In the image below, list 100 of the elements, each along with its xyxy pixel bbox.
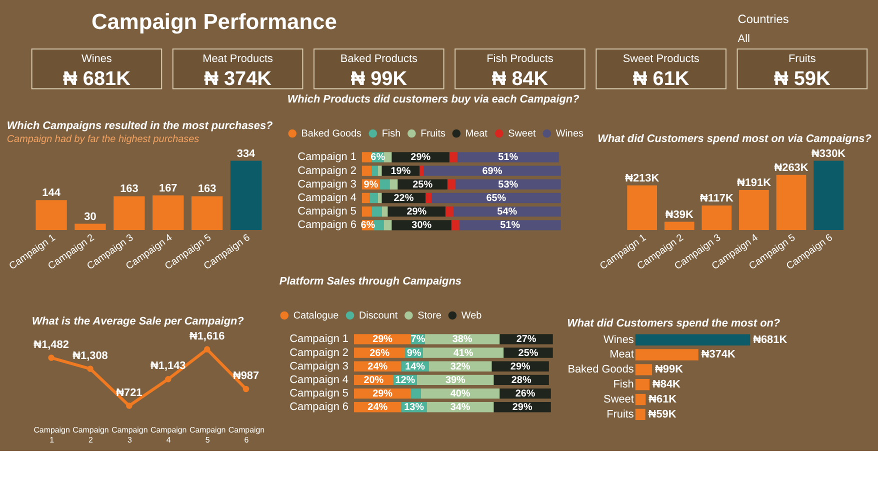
chart-title: Which Campaigns resulted in the most purchases? — [6, 120, 274, 132]
legend-label: Catalogue — [293, 310, 340, 322]
data-label: 51% — [498, 152, 518, 164]
data-label: ₦99K — [655, 364, 684, 376]
bar — [453, 206, 561, 217]
data-label: 26% — [515, 388, 536, 400]
data-label: 29% — [410, 152, 431, 164]
data-label: 40% — [450, 388, 470, 400]
data-label: 53% — [498, 179, 518, 190]
bar — [372, 206, 382, 217]
bar — [420, 166, 424, 176]
data-label: 25% — [518, 348, 538, 359]
data-label: 163 — [198, 183, 216, 196]
legend-label: Store — [418, 310, 442, 322]
data-label: 167 — [159, 182, 178, 194]
bar — [390, 179, 398, 190]
bar — [411, 388, 421, 399]
bar — [702, 205, 732, 230]
category-label: Meat Products — [202, 52, 274, 65]
data-label: 144 — [42, 187, 62, 200]
data-label: 22% — [394, 192, 414, 204]
data-label: 32% — [450, 361, 470, 372]
data-label: 14% — [405, 361, 426, 372]
y-tick-label: Wines — [604, 334, 634, 346]
data-label: ₦681K — [753, 334, 788, 346]
bar — [635, 408, 646, 420]
bar — [635, 349, 698, 360]
data-label: 34% — [450, 402, 470, 414]
data-label: ₦191K — [736, 176, 772, 189]
y-tick-label: Campaign 5 — [298, 206, 356, 218]
data-label: 38% — [452, 334, 472, 346]
text: All — [738, 33, 750, 46]
bar — [36, 200, 67, 230]
bar — [776, 174, 806, 230]
text: Campaign Performance — [91, 9, 337, 34]
text: ₦ 374K — [204, 68, 272, 90]
data-label: 9% — [406, 348, 422, 359]
y-tick-label: Campaign 6 — [298, 219, 356, 232]
text: Countries — [738, 12, 789, 26]
data-label: 19% — [390, 166, 411, 177]
data-label: ₦59K — [648, 408, 676, 420]
data-label: 54% — [497, 206, 518, 218]
data-label: 30% — [412, 220, 432, 232]
y-tick-label: Campaign 4 — [290, 374, 349, 386]
bar — [362, 192, 370, 204]
data-label: 29% — [510, 361, 530, 372]
data-label: 28% — [511, 374, 532, 386]
data-label: 9% — [364, 179, 378, 190]
bar — [374, 220, 384, 230]
bar — [424, 166, 561, 176]
category-label: Baked Products — [340, 52, 418, 65]
data-label: 39% — [445, 374, 466, 386]
data-label: 30 — [84, 210, 96, 223]
data-label: 13% — [404, 402, 424, 414]
bar — [635, 394, 646, 406]
data-label: 29% — [406, 206, 427, 218]
data-label: 69% — [482, 166, 502, 177]
bar — [432, 192, 561, 204]
category-label: Fruits — [788, 52, 816, 65]
point — [242, 386, 250, 392]
data-label: 334 — [236, 148, 256, 160]
bar — [635, 364, 652, 376]
x-tick-label: Campaign 5 — [189, 425, 226, 444]
x-tick-label: Campaign 2 — [72, 425, 109, 444]
y-tick-label: Campaign 1 — [298, 151, 356, 164]
bar — [191, 196, 223, 230]
bar — [384, 152, 392, 162]
chart-title: Platform Sales through Campaigns — [279, 276, 462, 288]
bar — [635, 379, 650, 390]
point — [164, 376, 172, 382]
bar — [457, 152, 559, 162]
text: ₦ 99K — [350, 68, 408, 90]
bar — [635, 334, 750, 346]
data-label: ₦39K — [665, 208, 694, 221]
legend-label: Web — [461, 310, 482, 322]
legend-label: Discount — [358, 310, 398, 322]
data-label: 29% — [372, 334, 393, 346]
y-tick-label: Fish — [613, 378, 634, 391]
bar — [447, 179, 456, 190]
data-label: 24% — [368, 361, 388, 372]
chart-title: Which Products did customers buy via each Campaign? — [287, 94, 580, 106]
bar — [627, 185, 658, 230]
legend-label: Wines — [556, 128, 584, 140]
data-label: 29% — [372, 388, 393, 400]
bar — [426, 192, 432, 204]
y-tick-label: Campaign 6 — [290, 401, 349, 414]
chart-title: What did Customers spend the most on? — [567, 317, 780, 330]
y-tick-label: Baked Goods — [568, 364, 634, 376]
legend-label: Meat — [465, 128, 488, 140]
bar — [739, 190, 769, 230]
data-label: ₦84K — [652, 378, 681, 391]
bar — [230, 160, 262, 230]
category-label: Wines — [82, 52, 112, 65]
x-tick-label: Campaign 3 — [112, 425, 148, 444]
data-label: 25% — [412, 179, 433, 190]
legend-label: Sweet — [508, 128, 536, 140]
y-tick-label: Fruits — [606, 408, 634, 420]
bar — [362, 166, 372, 176]
y-tick-label: Campaign 3 — [298, 178, 356, 190]
y-tick-label: Campaign 2 — [290, 346, 349, 359]
